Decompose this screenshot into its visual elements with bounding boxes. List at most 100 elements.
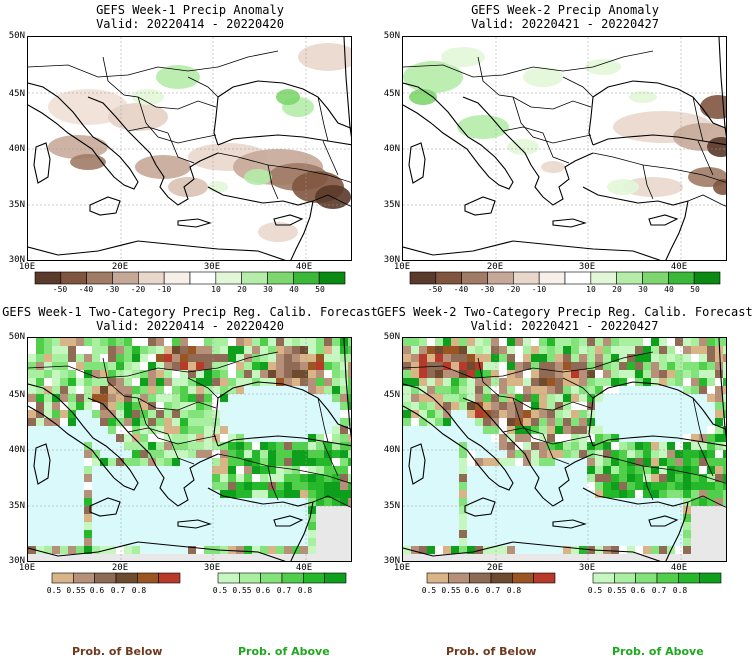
grid-cell (100, 450, 108, 458)
grid-cell (84, 346, 92, 354)
grid-cell (531, 354, 539, 362)
grid-cell (332, 546, 340, 554)
grid-cell (188, 370, 196, 378)
colorbar-swatch (614, 572, 636, 584)
grid-cell (172, 434, 180, 442)
anomaly-blob (623, 177, 683, 197)
grid-cell (435, 538, 443, 546)
coastline (530, 152, 594, 206)
grid-cell (52, 490, 60, 498)
grid-cell (332, 522, 340, 530)
country-border (542, 132, 570, 164)
grid-cell (643, 538, 651, 546)
colorbar-swatch (112, 271, 139, 285)
grid-cell (547, 442, 555, 450)
grid-cell (635, 522, 643, 530)
colorbar-swatch (217, 572, 240, 584)
grid-cell (220, 466, 228, 474)
grid-cell (619, 410, 627, 418)
grid-cell (675, 546, 683, 554)
grid-cell (60, 530, 68, 538)
grid-cell (300, 362, 308, 370)
coastline (273, 515, 304, 527)
grid-cell (132, 522, 140, 530)
grid-cell (108, 498, 116, 506)
grid-cell (595, 522, 603, 530)
grid-cell (308, 490, 316, 498)
grid-cell (140, 474, 148, 482)
grid-cell (507, 402, 515, 410)
grid-cell (451, 498, 459, 506)
grid-cell (276, 482, 284, 490)
colorbar-label: 20 (237, 285, 247, 294)
grid-cell (499, 338, 507, 346)
grid-cell (244, 554, 252, 561)
grid-cell (100, 346, 108, 354)
grid-cell (28, 354, 36, 362)
grid-cell (164, 514, 172, 522)
coastline (28, 383, 139, 491)
grid-cell (156, 530, 164, 538)
grid-cell (515, 554, 523, 561)
grid-cell (611, 522, 619, 530)
grid-cell (603, 466, 611, 474)
grid-cell (188, 474, 196, 482)
grid-cell (667, 354, 675, 362)
grid-cell (659, 362, 667, 370)
grid-cell (619, 482, 627, 490)
grid-cell (60, 354, 68, 362)
grid-cell (467, 546, 475, 554)
grid-cell (292, 506, 300, 514)
grid-cell (683, 394, 691, 402)
colorbar-swatch (533, 572, 556, 584)
grid-cell (116, 490, 124, 498)
grid-cell (52, 458, 60, 466)
grid-cell (28, 466, 36, 474)
grid-cell (284, 338, 292, 346)
grid-cell (667, 386, 675, 394)
grid-cell (164, 538, 172, 546)
grid-cell (92, 466, 100, 474)
grid-cell (148, 546, 156, 554)
grid-cell (228, 458, 236, 466)
map-svg (403, 37, 726, 260)
grid-cell (531, 522, 539, 530)
grid-cell (276, 506, 284, 514)
grid-cell (196, 338, 204, 346)
grid-cell (116, 474, 124, 482)
grid-cell (332, 498, 340, 506)
grid-cell (124, 426, 132, 434)
grid-cell (715, 442, 723, 450)
grid-cell (491, 466, 499, 474)
grid-cell (236, 506, 244, 514)
grid-cell (308, 370, 316, 378)
grid-cell (707, 554, 715, 561)
grid-cell (28, 362, 36, 370)
grid-cell (675, 538, 683, 546)
grid-cell (563, 362, 571, 370)
grid-cell (180, 338, 188, 346)
grid-cell (244, 522, 252, 530)
grid-cell (451, 474, 459, 482)
lon-label: 20E (486, 262, 504, 272)
anomaly-blob (168, 177, 208, 197)
coastline (403, 541, 661, 561)
grid-cell (499, 362, 507, 370)
grid-cell (667, 426, 675, 434)
grid-cell (92, 554, 100, 561)
grid-cell (212, 394, 220, 402)
grid-cell (124, 554, 132, 561)
grid-cell (443, 410, 451, 418)
grid-cell (148, 514, 156, 522)
grid-cell (116, 394, 124, 402)
grid-cell (627, 498, 635, 506)
grid-cell (164, 522, 172, 530)
grid-cell (300, 506, 308, 514)
grid-cell (715, 538, 723, 546)
grid-cell (132, 354, 140, 362)
grid-cell (164, 474, 172, 482)
grid-cell (172, 474, 180, 482)
grid-cell (188, 554, 196, 561)
grid-cell (172, 410, 180, 418)
grid-cell (483, 362, 491, 370)
